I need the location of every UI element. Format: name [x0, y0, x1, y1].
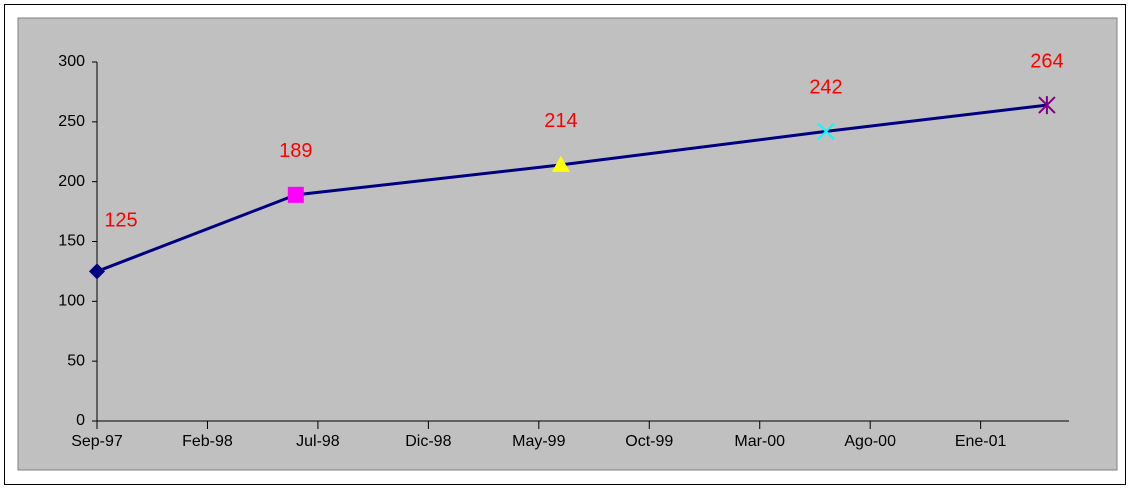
- marker: [89, 263, 105, 280]
- data-label: 242: [809, 77, 842, 99]
- y-tick-label: 250: [58, 113, 85, 130]
- x-tick-label: Feb-98: [182, 433, 233, 450]
- y-tick-label: 150: [58, 233, 85, 250]
- y-tick-label: 0: [76, 412, 85, 429]
- x-tick-label: May-99: [512, 433, 565, 450]
- data-label: 264: [1030, 50, 1063, 72]
- x-tick-label: Dic-98: [405, 433, 451, 450]
- marker: [551, 155, 570, 172]
- x-tick-label: Jul-98: [296, 433, 340, 450]
- y-tick-label: 50: [67, 352, 85, 369]
- x-tick-label: Ene-01: [955, 433, 1007, 450]
- x-tick-label: Mar-00: [734, 433, 785, 450]
- y-tick-label: 200: [58, 173, 85, 190]
- x-tick-label: Sep-97: [71, 433, 123, 450]
- plot-area: [17, 17, 1118, 471]
- x-tick-label: Oct-99: [625, 433, 673, 450]
- y-tick-label: 100: [58, 293, 85, 310]
- y-tick-label: 300: [58, 53, 85, 70]
- marker: [287, 186, 304, 203]
- marker: [1038, 96, 1056, 115]
- marker: [817, 122, 835, 141]
- data-label: 189: [279, 140, 312, 162]
- data-label: 125: [104, 210, 137, 232]
- data-label: 214: [544, 110, 577, 132]
- x-tick-label: Ago-00: [844, 433, 896, 450]
